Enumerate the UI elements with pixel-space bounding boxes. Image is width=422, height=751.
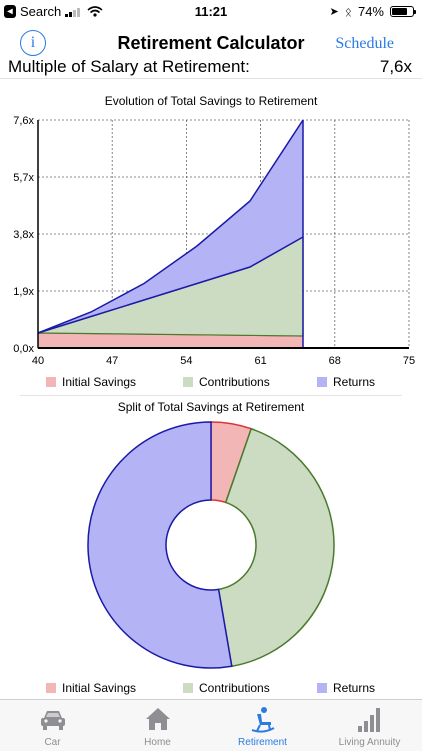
- salary-multiple-label: Multiple of Salary at Retirement:: [8, 60, 250, 76]
- legend-label: Returns: [333, 375, 376, 389]
- legend-swatch-initial: [46, 683, 56, 693]
- legend-swatch-contributions: [183, 377, 193, 387]
- legend-initial-savings: Initial Savings: [46, 681, 136, 695]
- x-tick-label: 75: [403, 355, 415, 367]
- y-tick-label: 7,6x: [13, 115, 34, 127]
- legend-swatch-initial: [46, 377, 56, 387]
- legend-swatch-returns: [317, 683, 327, 693]
- tab-label: Living Annuity: [338, 737, 401, 748]
- legend-contributions: Contributions: [183, 681, 270, 695]
- salary-multiple-row: Multiple of Salary at Retirement: 7,6x: [0, 60, 422, 79]
- battery-fill: [392, 8, 407, 15]
- y-tick-label: 0,0x: [13, 343, 34, 355]
- back-app-label: Search: [20, 4, 62, 19]
- legend-label: Contributions: [199, 375, 270, 389]
- x-tick-label: 40: [32, 355, 44, 367]
- battery-icon: [390, 6, 416, 17]
- split-chart-title: Split of Total Savings at Retirement: [117, 400, 305, 414]
- contributions-line: [37, 236, 304, 334]
- legend-swatch-returns: [317, 377, 327, 387]
- legend-label: Returns: [333, 681, 376, 695]
- status-bar: ◂ Search 11:21 ➤ ᛟ 74%: [0, 0, 422, 24]
- evolution-area-chart: 40 47 54 61 68 75 0,0x 1,9x 3,8x 5,7x 7,6x: [13, 115, 415, 367]
- legend-label: Contributions: [199, 681, 270, 695]
- salary-multiple-value: 7,6x: [379, 60, 412, 76]
- y-tick-label: 1,9x: [13, 286, 34, 298]
- schedule-button[interactable]: Schedule: [335, 35, 394, 52]
- tab-label: Home: [144, 737, 171, 748]
- chart-divider: [20, 395, 402, 396]
- x-tick-label: 68: [329, 355, 341, 367]
- tab-living-annuity[interactable]: Living Annuity: [317, 700, 422, 751]
- x-tick-label: 61: [254, 355, 266, 367]
- battery-percent: 74%: [357, 4, 384, 19]
- evolution-legend: Initial Savings Contributions Returns: [0, 375, 422, 389]
- evolution-chart-title: Evolution of Total Savings to Retirement: [104, 94, 318, 108]
- returns-line: [37, 119, 304, 334]
- location-arrow-icon: ➤: [329, 6, 339, 18]
- cellular-signal-icon: [65, 7, 81, 17]
- legend-label: Initial Savings: [62, 681, 137, 695]
- returns-area: [38, 120, 303, 333]
- x-tick-label: 47: [106, 355, 118, 367]
- tab-home[interactable]: Home: [105, 700, 210, 751]
- rocking-chair-icon: [251, 707, 274, 733]
- x-tick-label: 54: [180, 355, 192, 367]
- tab-retirement[interactable]: Retirement: [210, 700, 315, 751]
- tab-label: Retirement: [238, 737, 287, 748]
- donut-slice-contributions: [217, 427, 335, 668]
- split-legend: Initial Savings Contributions Returns: [0, 681, 422, 695]
- donut-slice-returns: [87, 421, 233, 669]
- clock: 11:21: [194, 4, 228, 19]
- bars-icon: [357, 708, 380, 732]
- car-icon: [40, 711, 65, 730]
- bluetooth-icon: ᛟ: [344, 4, 352, 19]
- navigation-bar: i Retirement Calculator Schedule: [0, 24, 422, 64]
- legend-returns: Returns: [317, 375, 375, 389]
- legend-returns: Returns: [317, 681, 375, 695]
- back-arrow-icon: ◂: [4, 5, 16, 18]
- back-to-app[interactable]: ◂ Search: [4, 4, 103, 19]
- tab-label: Car: [44, 737, 61, 748]
- wifi-icon: [87, 6, 103, 17]
- legend-initial-savings: Initial Savings: [46, 375, 136, 389]
- info-button[interactable]: i: [20, 30, 46, 56]
- home-icon: [145, 708, 170, 730]
- y-tick-label: 5,7x: [13, 172, 34, 184]
- legend-contributions: Contributions: [183, 375, 270, 389]
- legend-label: Initial Savings: [62, 375, 137, 389]
- tab-car[interactable]: Car: [0, 700, 105, 751]
- legend-swatch-contributions: [183, 683, 193, 693]
- y-tick-label: 3,8x: [13, 229, 34, 241]
- page-title: Retirement Calculator: [117, 33, 305, 53]
- split-donut-chart: [87, 421, 335, 669]
- tab-bar: Car Home Retirement Living Annuity: [0, 699, 422, 751]
